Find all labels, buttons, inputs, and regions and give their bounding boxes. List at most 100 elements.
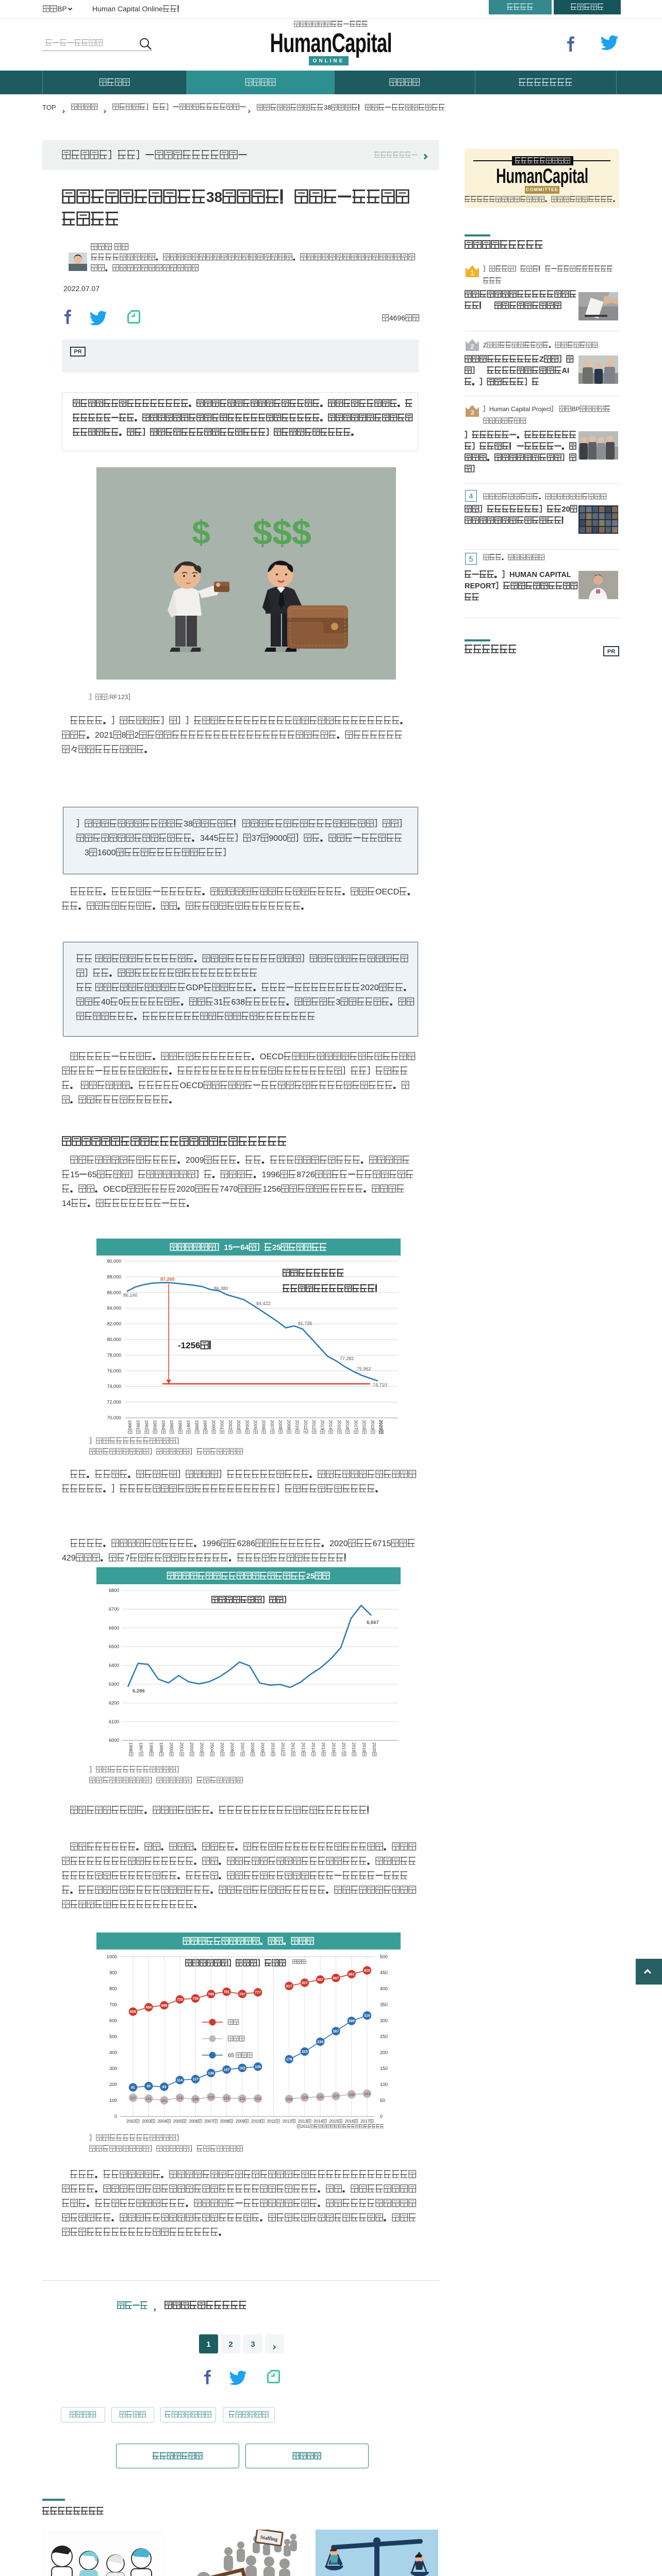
svg-text:2010年: 2010年 [270, 1742, 275, 1756]
svg-text:84,000: 84,000 [107, 1306, 121, 1311]
svg-text:143: 143 [364, 2092, 370, 2095]
svg-text:※万人: ※万人 [292, 1959, 306, 1964]
svg-text:人口減少と関係なく就労者は増え続けた25年間: 人口減少と関係なく就労者は増え続けた25年間 [167, 1571, 330, 1580]
svg-text:2003年: 2003年 [200, 1742, 205, 1756]
svg-text:127: 127 [333, 2094, 339, 2098]
svg-text:857: 857 [317, 1978, 323, 1981]
svg-text:299: 299 [349, 2019, 355, 2023]
svg-text:400: 400 [109, 2050, 117, 2055]
svg-text:1000: 1000 [107, 1955, 117, 1959]
svg-text:2002年: 2002年 [126, 2119, 140, 2123]
svg-text:1992年: 1992年 [144, 1420, 150, 1434]
svg-text:76,000: 76,000 [107, 1369, 121, 1374]
svg-text:2001年: 2001年 [179, 1742, 184, 1756]
svg-text:6200: 6200 [109, 1701, 119, 1705]
svg-text:6100: 6100 [109, 1720, 119, 1724]
svg-text:2016年: 2016年 [331, 1742, 336, 1756]
svg-text:6400: 6400 [109, 1664, 119, 1668]
svg-text:この穴埋めをして来たのか？: この穴埋めをして来たのか？ [283, 1284, 383, 1292]
svg-text:123: 123 [317, 2095, 323, 2099]
svg-text:700: 700 [109, 2003, 117, 2007]
svg-text:115: 115 [224, 2096, 229, 2100]
svg-text:2003年: 2003年 [142, 2119, 155, 2123]
svg-text:684: 684 [145, 2006, 152, 2009]
svg-text:2017年: 2017年 [360, 2119, 374, 2123]
svg-text:2016年: 2016年 [345, 2119, 358, 2123]
svg-text:6600: 6600 [109, 1626, 119, 1631]
svg-text:766: 766 [208, 1992, 214, 1996]
svg-text:88,000: 88,000 [107, 1275, 121, 1279]
svg-text:2019年: 2019年 [370, 1420, 375, 1434]
svg-text:90,000: 90,000 [107, 1259, 121, 1264]
svg-text:2008年: 2008年 [220, 2119, 234, 2123]
svg-text:915: 915 [364, 1969, 370, 1972]
svg-text:2013年: 2013年 [301, 1742, 306, 1756]
svg-text:2014年: 2014年 [328, 1420, 334, 1434]
svg-text:837: 837 [302, 1981, 308, 1985]
svg-text:2008年: 2008年 [278, 1420, 283, 1434]
svg-text:77,282: 77,282 [340, 1357, 354, 1361]
svg-text:138: 138 [349, 2093, 355, 2096]
svg-text:2005年: 2005年 [220, 1742, 225, 1756]
svg-text:316: 316 [364, 2014, 370, 2018]
svg-text:87,260: 87,260 [160, 1277, 175, 1282]
svg-text:2012年: 2012年 [283, 2119, 296, 2123]
svg-text:1: 1 [470, 269, 474, 276]
svg-text:777: 777 [255, 1991, 261, 1994]
svg-text:91: 91 [131, 2086, 135, 2089]
svg-text:2011年: 2011年 [280, 1742, 286, 1756]
svg-text:1999年: 1999年 [203, 1420, 208, 1434]
svg-text:656: 656 [130, 2010, 136, 2013]
svg-text:119: 119 [302, 2096, 307, 2099]
svg-text:2003年: 2003年 [236, 1420, 241, 1434]
svg-text:6,286: 6,286 [133, 1689, 145, 1693]
svg-text:2006年: 2006年 [230, 1742, 235, 1756]
svg-text:非正規労働者（現業職）の内訳: 非正規労働者（現業職）の内訳 [185, 1959, 286, 1967]
svg-text:2009年: 2009年 [236, 2119, 249, 2123]
svg-text:50: 50 [380, 2098, 385, 2103]
svg-text:81,735: 81,735 [298, 1321, 312, 1326]
svg-text:2007年: 2007年 [270, 1420, 275, 1434]
svg-text:2010年: 2010年 [251, 2119, 264, 2123]
svg-text:6,667: 6,667 [367, 1620, 379, 1625]
svg-text:82,000: 82,000 [107, 1322, 121, 1327]
svg-text:150: 150 [380, 2066, 388, 2071]
svg-text:867: 867 [333, 1976, 339, 1980]
svg-text:2018年: 2018年 [352, 1742, 357, 1756]
svg-text:2009年: 2009年 [260, 1742, 266, 1756]
svg-text:117: 117 [192, 2077, 198, 2081]
svg-text:84,422: 84,422 [256, 1301, 271, 1306]
svg-text:2007年: 2007年 [240, 1742, 245, 1756]
svg-text:主婦: 主婦 [228, 2019, 239, 2025]
svg-text:2015年: 2015年 [321, 1742, 326, 1756]
svg-text:1997年: 1997年 [186, 1420, 191, 1434]
svg-text:75,962: 75,962 [357, 1367, 371, 1371]
svg-text:2016年: 2016年 [345, 1420, 350, 1434]
svg-text:203: 203 [302, 2050, 308, 2054]
svg-text:739: 739 [192, 1997, 198, 2001]
svg-text:1990年: 1990年 [127, 1420, 133, 1434]
svg-text:101: 101 [161, 2098, 168, 2102]
svg-text:1997年: 1997年 [139, 1742, 144, 1756]
svg-text:250: 250 [380, 2035, 388, 2039]
svg-text:350: 350 [380, 2003, 388, 2007]
svg-text:179: 179 [286, 2058, 292, 2061]
svg-text:117: 117 [130, 2096, 136, 2099]
svg-text:80,000: 80,000 [107, 1337, 121, 1342]
svg-text:2013年: 2013年 [320, 1420, 325, 1434]
svg-text:72,000: 72,000 [107, 1400, 121, 1405]
svg-text:2012年: 2012年 [291, 1742, 296, 1756]
svg-text:147: 147 [224, 2068, 230, 2072]
svg-text:1998年: 1998年 [194, 1420, 200, 1434]
svg-text:1996年: 1996年 [128, 1742, 134, 1756]
svg-text:2009年: 2009年 [286, 1420, 291, 1434]
svg-text:2014年: 2014年 [311, 1742, 316, 1756]
svg-text:70,000: 70,000 [107, 1416, 121, 1420]
svg-text:2018年: 2018年 [362, 1420, 367, 1434]
svg-text:2017年: 2017年 [341, 1742, 346, 1756]
svg-text:2002年: 2002年 [228, 1420, 233, 1434]
svg-text:2011年: 2011年 [303, 1420, 308, 1434]
svg-text:1995年: 1995年 [169, 1420, 174, 1434]
svg-text:1993年: 1993年 [153, 1420, 158, 1434]
svg-text:114: 114 [177, 2078, 183, 2082]
